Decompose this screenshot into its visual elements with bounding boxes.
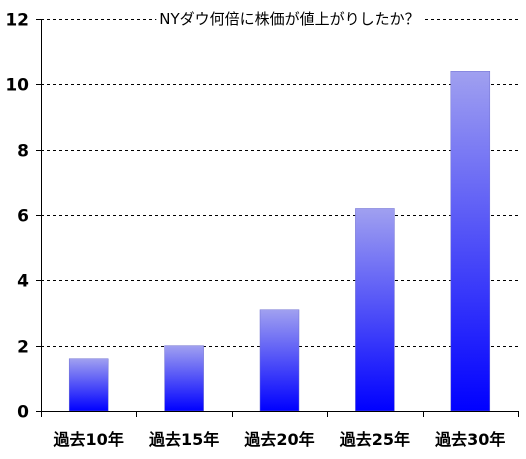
y-tick-label: 4 — [17, 272, 29, 292]
y-tick-labels: 0 2 4 6 8 10 12 — [5, 11, 29, 423]
x-tick-label: 過去25年 — [339, 430, 410, 449]
x-tick-label: 過去10年 — [53, 430, 124, 449]
gridlines — [41, 19, 518, 347]
x-tick-label: 過去20年 — [243, 430, 314, 449]
title-group: NYダウ何倍に株価が値上がりしたか？ — [156, 9, 423, 29]
bar — [164, 345, 204, 412]
y-tick-label: 10 — [5, 76, 29, 96]
y-tick-label: 12 — [5, 11, 29, 31]
bars — [68, 71, 491, 412]
title-background — [156, 9, 423, 29]
x-tick-label: 過去30年 — [434, 430, 505, 449]
y-tick-label: 8 — [17, 142, 29, 162]
x-tick-labels: 過去10年 過去15年 過去20年 過去25年 過去30年 — [53, 430, 506, 449]
chart-title: NYダウ何倍に株価が値上がりしたか？ — [159, 10, 419, 28]
bar — [259, 309, 300, 412]
y-tick-label: 2 — [17, 338, 29, 358]
y-tick-label: 6 — [17, 207, 29, 227]
bar — [68, 358, 109, 412]
bar — [450, 71, 491, 412]
bar — [355, 208, 395, 412]
axes — [36, 19, 519, 417]
x-tick-label: 過去15年 — [148, 430, 219, 449]
y-tick-label: 0 — [17, 403, 29, 423]
